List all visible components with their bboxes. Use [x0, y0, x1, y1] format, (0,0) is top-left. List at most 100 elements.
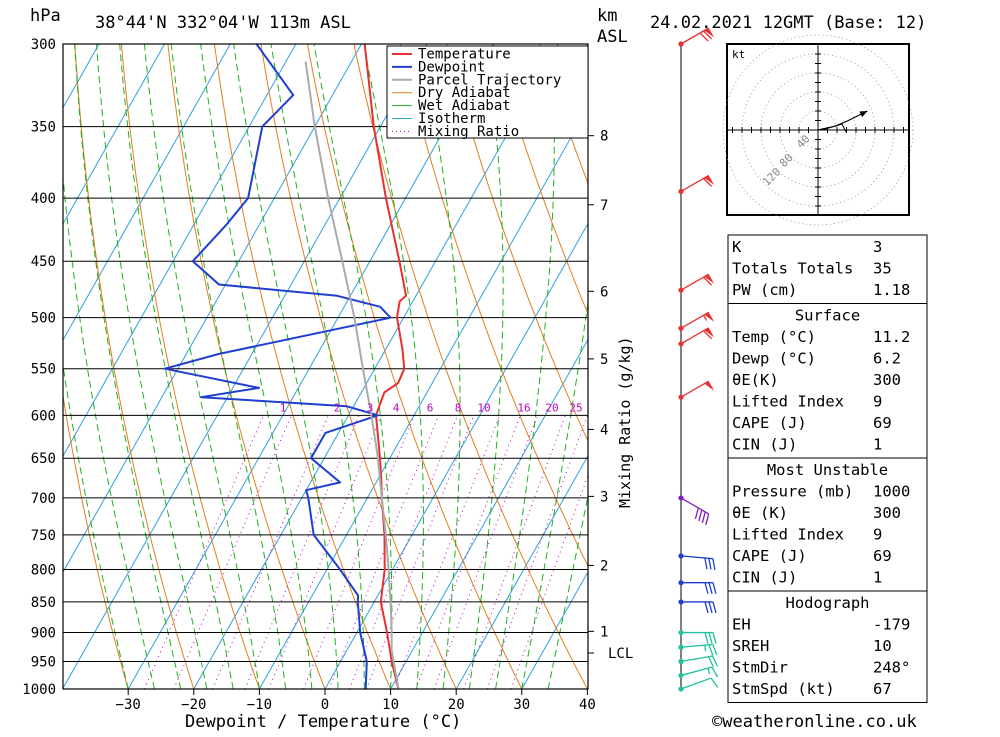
pressure-tick-label: 800 — [31, 562, 56, 578]
wind-barb-shaft — [681, 667, 712, 675]
dry-adiabat-line — [912, 44, 1000, 689]
index-value: 300 — [873, 504, 901, 522]
mixing-ratio-label: 8 — [455, 401, 462, 414]
wind-barb-shaft — [681, 644, 713, 647]
wind-profile — [678, 28, 717, 692]
dry-adiabat-line — [168, 44, 325, 689]
date-title: 24.02.2021 12GMT (Base: 12) — [650, 13, 926, 33]
index-value: 69 — [873, 547, 892, 565]
section-title: Most Unstable — [767, 461, 888, 479]
wind-barb-half-feather — [705, 645, 706, 651]
mixing-ratio-line — [245, 415, 359, 689]
pressure-tick-label: 350 — [31, 120, 56, 136]
wind-barb — [678, 644, 716, 655]
wind-barb-feather — [713, 656, 718, 666]
index-value: 1 — [873, 569, 882, 587]
wind-barb — [678, 381, 714, 400]
mixing-ratio-axis-label: Mixing Ratio (g/kg) — [616, 336, 634, 508]
mixing-ratio-label: 3 — [367, 401, 374, 414]
index-value: 300 — [873, 371, 901, 389]
wind-barb-shaft — [681, 678, 711, 689]
index-value: 1000 — [873, 483, 910, 501]
wet-adiabat-line — [201, 44, 312, 689]
index-value: 3 — [873, 238, 882, 256]
pressure-tick-label: 700 — [31, 491, 56, 507]
dry-adiabat-line — [261, 44, 456, 689]
index-label: StmDir — [732, 659, 788, 677]
height-tick-label: 3 — [600, 489, 608, 505]
height-tick-label: LCL — [608, 646, 633, 662]
wind-barb — [678, 328, 714, 347]
height-tick-label: 5 — [600, 352, 608, 368]
index-value: 9 — [873, 393, 882, 411]
height-tick-label: 6 — [600, 284, 608, 300]
wind-barb-shaft — [681, 656, 713, 662]
index-label: PW (cm) — [732, 281, 797, 299]
mixing-ratio-label: 10 — [477, 401, 490, 414]
height-tick-label: 1 — [600, 624, 608, 640]
pressure-tick-label: 650 — [31, 451, 56, 467]
index-value: 10 — [873, 637, 892, 655]
wind-barb-feather — [705, 633, 708, 644]
isotherm-line — [325, 44, 689, 689]
pressure-tick-label: 1000 — [22, 682, 56, 698]
pressure-tick-label: 500 — [31, 311, 56, 327]
wet-adiabat-line — [171, 44, 285, 689]
index-value: 35 — [873, 260, 892, 278]
isotherm-line — [0, 44, 33, 689]
wind-barb-feather — [699, 510, 702, 521]
location-title: 38°44'N 332°04'W 113m ASL — [95, 13, 351, 33]
index-label: K — [732, 238, 742, 256]
wind-barb-feather — [712, 667, 718, 677]
mixing-ratio-label: 25 — [569, 401, 582, 414]
index-label: CAPE (J) — [732, 547, 807, 565]
index-value: 9 — [873, 526, 882, 544]
wind-barb — [678, 580, 716, 594]
index-label: Pressure (mb) — [732, 483, 853, 501]
mixing-ratio-line — [174, 415, 292, 689]
wind-barb-half-feather — [704, 315, 707, 320]
wind-barb-feather — [713, 633, 716, 644]
index-value: 1.18 — [873, 281, 910, 299]
pressure-tick-label: 300 — [31, 37, 56, 53]
x-tick-label: −10 — [247, 697, 272, 713]
index-label: Lifted Index — [732, 526, 844, 544]
index-label: SREH — [732, 637, 769, 655]
temperature-line — [365, 44, 406, 689]
section-title: Hodograph — [786, 594, 870, 612]
dry-adiabat-line — [121, 44, 259, 689]
plot-frame — [63, 44, 588, 689]
x-tick-label: 40 — [579, 697, 596, 713]
wind-barb-feather — [709, 657, 714, 667]
mixing-ratio-line — [366, 415, 473, 689]
pressure-tick-label: 550 — [31, 362, 56, 378]
wind-barb-shaft — [681, 498, 709, 514]
wet-adiabat-line — [548, 44, 669, 689]
wind-barb — [678, 630, 716, 644]
wet-adiabat-line — [144, 44, 259, 689]
dry-adiabat-line — [959, 44, 1000, 689]
index-label: θE (K) — [732, 504, 788, 522]
x-tick-label: 30 — [513, 697, 530, 713]
wet-adiabat-line — [54, 44, 155, 689]
pressure-tick-label: 850 — [31, 595, 56, 611]
index-label: Temp (°C) — [732, 328, 816, 346]
isotherm-line — [63, 44, 427, 689]
wind-barb-feather — [705, 583, 708, 594]
index-label: StmSpd (kt) — [732, 680, 835, 698]
wind-barb-feather — [711, 678, 718, 687]
index-label: CAPE (J) — [732, 414, 807, 432]
index-value: 6.2 — [873, 350, 901, 368]
wind-barb-feather — [706, 514, 709, 525]
wind-barb-feather — [713, 602, 716, 613]
mixing-ratio-label: 20 — [545, 401, 558, 414]
pressure-tick-label: 400 — [31, 191, 56, 207]
wind-barb — [678, 175, 714, 194]
mixing-ratio-label: 1 — [280, 401, 287, 414]
wind-barb-feather — [702, 512, 705, 523]
dewpoint-line — [165, 44, 391, 689]
parcel-trajectory-line — [306, 62, 399, 689]
hodograph-unit: kt — [732, 48, 745, 61]
